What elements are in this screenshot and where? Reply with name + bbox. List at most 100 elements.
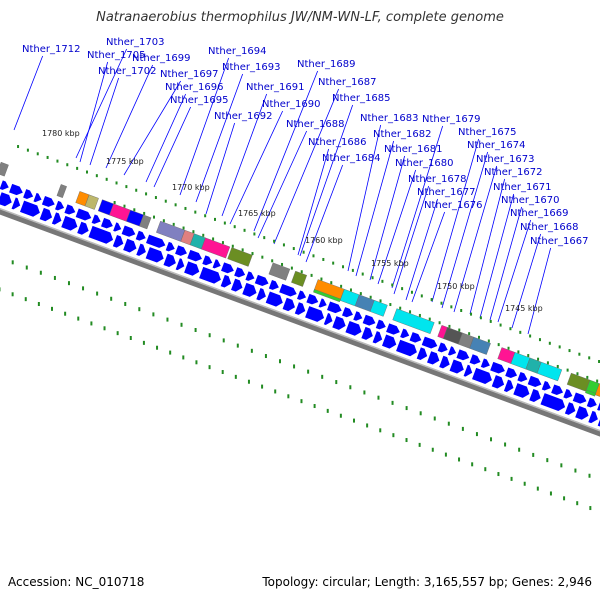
gene-label: Nther_1671	[493, 182, 551, 193]
cds-arrow-inner	[175, 258, 185, 271]
cds-arrow-outer	[121, 225, 136, 237]
leader-line	[453, 165, 498, 313]
gene-label: Nther_1705	[87, 50, 145, 61]
gene-label: Nther_1680	[395, 158, 453, 169]
backbone	[0, 207, 600, 437]
map-title: Natranaerobius thermophilus JW/NM-WN-LF,…	[96, 10, 504, 25]
cds-arrow-inner	[256, 288, 266, 301]
leader-line	[527, 247, 552, 335]
cds-arrow-inner	[11, 197, 21, 210]
gene-label: Nther_1682	[373, 129, 431, 140]
cds-arrow-outer	[527, 375, 542, 388]
cds-arrow-outer	[362, 314, 376, 326]
cds-arrow-outer	[245, 271, 255, 281]
cds-arrow-outer	[221, 262, 234, 274]
feature-block	[156, 220, 186, 242]
gc-tick-dots	[0, 145, 600, 511]
leader-line	[431, 138, 480, 303]
cds-arrow-inner	[396, 339, 417, 357]
feature-block	[369, 300, 388, 317]
cds-arrow-inner	[382, 334, 397, 349]
cds-arrow-outer	[9, 183, 23, 196]
cds-arrow-inner	[588, 410, 598, 424]
cds-arrow-inner	[345, 321, 362, 336]
cds-arrow-inner	[463, 364, 473, 377]
gene-label: Nther_1690	[262, 99, 320, 110]
cds-arrow-inner	[472, 367, 492, 384]
gene-label: Nther_1681	[384, 144, 442, 155]
cds-arrow-outer	[375, 319, 386, 330]
cds-arrow-inner	[61, 215, 78, 231]
cds-arrow-outer	[33, 192, 42, 203]
accession-text: Accession: NC_010718	[8, 575, 145, 589]
cds-arrow-inner	[323, 313, 333, 325]
gene-label: Nther_1678	[408, 174, 466, 185]
kbp-label: 1745 kbp	[505, 304, 543, 313]
cds-arrow-outer	[146, 234, 166, 248]
leader-line	[497, 219, 532, 323]
leader-line	[273, 88, 340, 245]
cds-arrow-outer	[456, 349, 470, 361]
kbp-label: 1755 kbp	[371, 259, 409, 268]
cds-arrow-outer	[409, 332, 422, 343]
cds-arrow-outer	[318, 298, 327, 308]
gene-label: Nther_1694	[208, 46, 266, 57]
gene-label: Nther_1685	[332, 93, 390, 104]
leader-line	[145, 93, 187, 183]
genome-summary-text: Topology: circular; Length: 3,165,557 bp…	[262, 575, 592, 589]
gene-label: Nther_1712	[22, 44, 80, 55]
cds-arrow-inner	[540, 393, 566, 412]
cds-arrow-inner	[184, 261, 200, 276]
leader-line	[89, 77, 120, 166]
leader-line	[221, 93, 268, 217]
cds-arrow-outer	[113, 222, 122, 232]
kbp-label: 1775 kbp	[106, 157, 144, 166]
gene-label: Nther_1673	[476, 154, 534, 165]
cds-arrow-inner	[0, 192, 12, 207]
cds-arrow-outer	[296, 290, 307, 300]
gene-label: Nther_1703	[106, 37, 164, 48]
cds-arrow-inner	[112, 234, 124, 248]
cds-arrow-inner	[513, 383, 530, 398]
leader-line	[405, 198, 439, 301]
cds-arrow-inner	[503, 379, 514, 392]
gene-label: Nther_1691	[246, 82, 304, 93]
leader-line	[479, 193, 515, 319]
cds-arrow-outer	[234, 267, 246, 278]
cds-arrow-outer	[563, 388, 573, 399]
leader-line	[195, 73, 244, 203]
leader-line	[377, 169, 417, 285]
feature-block	[0, 161, 9, 177]
gene-label: Nther_1692	[214, 111, 272, 122]
cds-arrow-outer	[55, 200, 65, 211]
kbp-tick-labels: 1780 kbp 1775 kbp 1770 kbp 1765 kbp 1760 kbp…	[42, 129, 543, 313]
gene-labels: Nther_1712 Nther_1703 Nther_1705 Nther_1702…	[22, 37, 588, 247]
leader-line	[369, 155, 406, 281]
cds-arrow-inner	[19, 200, 40, 217]
leader-line	[469, 178, 506, 315]
leader-line	[205, 122, 236, 215]
leader-lines	[13, 48, 552, 335]
gene-label: Nther_1679	[422, 114, 480, 125]
cds-arrow-inner	[220, 274, 232, 288]
kbp-label: 1765 kbp	[238, 209, 276, 218]
leader-line	[391, 125, 444, 289]
cds-arrow-outer	[327, 301, 342, 314]
gene-label: Nther_1687	[318, 77, 376, 88]
cds-arrow-outer	[64, 204, 76, 215]
cds-arrow-outer	[597, 402, 600, 411]
cds-arrow-outer	[480, 358, 490, 368]
gene-label: Nther_1699	[132, 53, 190, 64]
cds-arrow-inner	[77, 221, 89, 235]
cds-arrow-inner	[39, 207, 53, 222]
leader-line	[347, 124, 382, 272]
gene-label: Nther_1695	[170, 95, 228, 106]
cds-arrow-outer	[23, 189, 34, 199]
cds-arrow-inner	[564, 402, 576, 415]
kbp-label: 1780 kbp	[42, 129, 80, 138]
feature-block	[566, 372, 591, 392]
leader-line	[355, 140, 395, 277]
cds-arrow-outer	[541, 381, 551, 391]
feature-block	[139, 214, 152, 230]
leader-line	[79, 61, 109, 163]
